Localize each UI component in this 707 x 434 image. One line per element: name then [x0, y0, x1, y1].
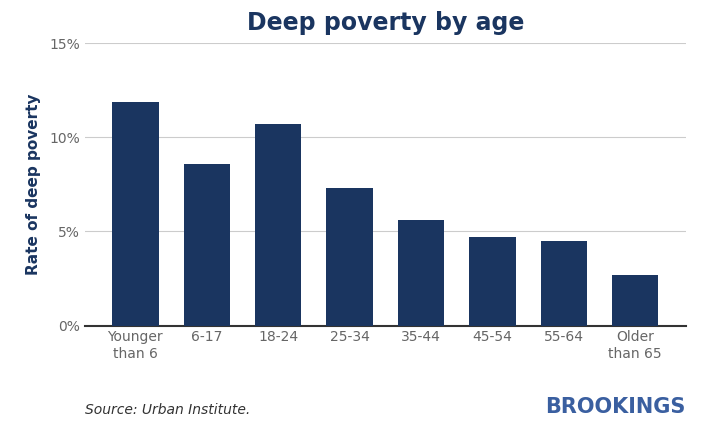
Y-axis label: Rate of deep poverty: Rate of deep poverty	[26, 94, 41, 275]
Title: Deep poverty by age: Deep poverty by age	[247, 10, 524, 35]
Bar	[541, 241, 587, 326]
Bar	[327, 188, 373, 326]
Bar	[469, 237, 515, 326]
Text: Source: Urban Institute.: Source: Urban Institute.	[85, 403, 250, 417]
Bar	[612, 275, 658, 326]
Text: BROOKINGS: BROOKINGS	[545, 397, 686, 417]
Bar	[184, 164, 230, 326]
Bar	[398, 220, 444, 326]
Bar	[255, 124, 301, 326]
Bar	[112, 102, 158, 326]
